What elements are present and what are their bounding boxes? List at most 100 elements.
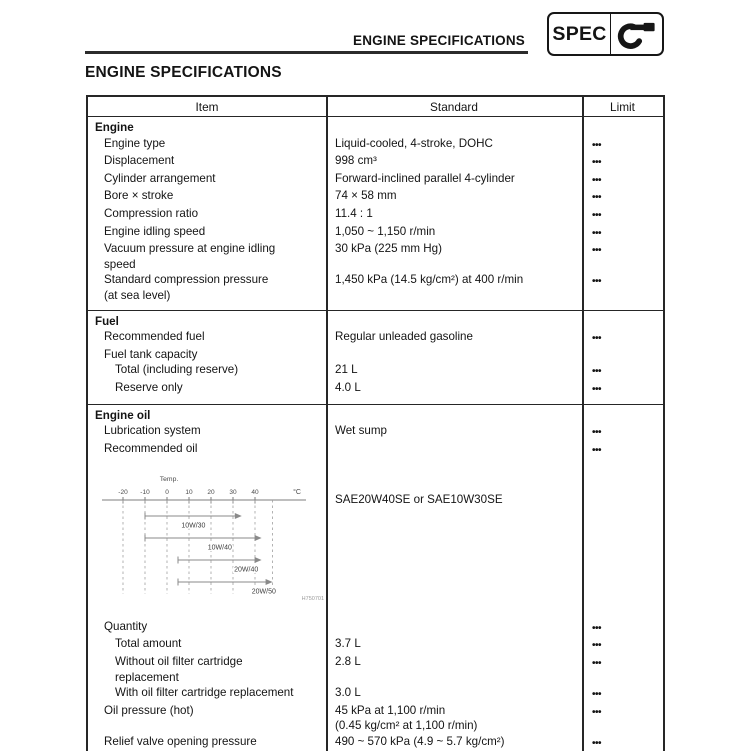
item-cell: Standard compression pressure (at sea le…: [104, 273, 269, 302]
limit-cell: •••: [592, 245, 602, 257]
item-cell: Compression ratio: [104, 206, 199, 220]
standard-cell: 3.0 L: [335, 686, 361, 700]
svg-text:10W/30: 10W/30: [181, 523, 205, 530]
standard-cell: Regular unleaded gasoline: [335, 330, 473, 344]
svg-text:H750701: H750701: [302, 596, 324, 602]
standard-cell: [326, 619, 582, 637]
standard-cell: 45 kPa at 1,100 r/min (0.45 kg/cm² at 1,…: [335, 703, 478, 733]
limit-cell: •••: [592, 689, 602, 701]
column-header-item: Item: [195, 99, 219, 114]
limit-cell: •••: [592, 174, 602, 186]
standard-cell: 490 ~ 570 kPa (4.9 ~ 5.7 kg/cm²): [335, 735, 505, 749]
standard-cell: Wet sump: [335, 424, 387, 438]
svg-text:10: 10: [185, 489, 193, 496]
standard-cell: SAE20W40SE or SAE10W30SE: [335, 493, 503, 507]
standard-cell: Forward-inclined parallel 4-cylinder: [335, 171, 515, 185]
standard-cell: [326, 408, 582, 424]
column-divider: [326, 97, 328, 751]
column-header-limit: Limit: [610, 99, 635, 114]
item-cell: Engine idling speed: [104, 224, 206, 238]
limit-cell: •••: [592, 192, 602, 204]
item-cell: Oil pressure (hot): [104, 703, 194, 717]
limit-cell: •••: [592, 139, 602, 151]
section-heading: Engine oil: [95, 408, 151, 422]
table-row: Total (including reserve) 21 L •••: [88, 362, 663, 380]
standard-cell: 2.8 L: [335, 655, 361, 669]
standard-cell: 1,050 ~ 1,150 r/min: [335, 224, 436, 238]
table-row: Relief valve opening pressure 490 ~ 570 k…: [88, 734, 663, 751]
standard-cell: [326, 314, 582, 330]
table-row: With oil filter cartridge replacement 3.0…: [88, 685, 663, 703]
limit-cell: [582, 120, 663, 136]
spec-badge-label: SPEC: [549, 14, 612, 54]
page-title: ENGINE SPECIFICATIONS: [85, 64, 282, 81]
column-divider: [582, 97, 584, 751]
section-heading-row: Fuel: [88, 314, 663, 330]
svg-text:20W/40: 20W/40: [234, 567, 258, 574]
section-heading: Fuel: [95, 314, 119, 328]
table-row: Compression ratio 11.4 : 1 •••: [88, 206, 663, 224]
item-cell: Cylinder arrangement: [104, 171, 216, 185]
item-cell: Total (including reserve): [115, 363, 239, 377]
running-header: ENGINE SPECIFICATIONS: [353, 33, 525, 48]
table-row: Without oil filter cartridge replacement…: [88, 654, 663, 685]
item-cell: Relief valve opening pressure: [104, 735, 257, 749]
table-row: Displacement 998 cm³ •••: [88, 153, 663, 171]
item-cell: Recommended fuel: [104, 330, 205, 344]
item-cell: Without oil filter cartridge replacement: [115, 655, 243, 684]
standard-cell: 21 L: [335, 363, 358, 377]
header-rule: [85, 51, 528, 54]
standard-cell: [326, 120, 582, 136]
svg-text:20: 20: [207, 489, 215, 496]
svg-text:°C: °C: [293, 488, 301, 496]
table-section: Fuel Recommended fuel Regular unleaded gas…: [88, 309, 663, 404]
limit-cell: •••: [592, 333, 602, 345]
table-row: Oil pressure (hot) 45 kPa at 1,100 r/min …: [88, 703, 663, 734]
table-row: Engine type Liquid-cooled, 4-stroke, DOHC…: [88, 136, 663, 154]
spec-table: Item Standard Limit Engine Engine type Liq…: [86, 95, 665, 751]
standard-cell: 998 cm³: [335, 154, 377, 168]
standard-cell: 11.4 : 1: [335, 206, 373, 220]
limit-cell: •••: [592, 227, 602, 239]
standard-cell: 1,450 kPa (14.5 kg/cm²) at 400 r/min: [335, 273, 524, 287]
table-row: Recommended oil •••: [88, 441, 663, 459]
table-row: -20 -10 0 10 20 30 40 Temp. °C 10W/30 10W/40 20W/40…: [88, 458, 663, 619]
limit-cell: •••: [592, 366, 602, 378]
table-row: Engine idling speed 1,050 ~ 1,150 r/min ••…: [88, 224, 663, 242]
table-row: Recommended fuel Regular unleaded gasolin…: [88, 329, 663, 347]
limit-cell: [582, 347, 663, 363]
limit-cell: •••: [592, 276, 602, 288]
limit-cell: [582, 458, 663, 619]
standard-cell: [326, 441, 582, 459]
table-row: Total amount 3.7 L •••: [88, 636, 663, 654]
standard-cell: 74 × 58 mm: [335, 189, 397, 203]
table-row: Vacuum pressure at engine idling speed 30…: [88, 241, 663, 272]
svg-text:-10: -10: [140, 489, 150, 496]
svg-text:30: 30: [229, 489, 237, 496]
standard-cell: 3.7 L: [335, 637, 361, 651]
spec-tab-badge: SPEC: [547, 12, 664, 56]
section-heading-row: Engine: [88, 120, 663, 136]
limit-cell: [582, 314, 663, 330]
table-section: Engine Engine type Liquid-cooled, 4-stroke…: [88, 117, 663, 310]
table-row: Bore × stroke 74 × 58 mm •••: [88, 188, 663, 206]
item-cell: Fuel tank capacity: [104, 347, 198, 361]
limit-cell: •••: [592, 706, 602, 718]
limit-cell: •••: [592, 427, 602, 439]
table-row: Fuel tank capacity: [88, 347, 663, 363]
item-cell: Reserve only: [115, 380, 183, 394]
svg-text:0: 0: [165, 489, 169, 496]
svg-text:-20: -20: [118, 489, 128, 496]
table-row: Quantity •••: [88, 619, 663, 637]
limit-cell: •••: [592, 658, 602, 670]
table-row: Lubrication system Wet sump •••: [88, 423, 663, 441]
standard-cell: 4.0 L: [335, 380, 361, 394]
item-cell: -20 -10 0 10 20 30 40 Temp. °C 10W/30 10W/40 20W/40…: [88, 458, 326, 619]
item-cell: With oil filter cartridge replacement: [115, 686, 294, 700]
svg-text:10W/40: 10W/40: [208, 545, 232, 552]
svg-text:Temp.: Temp.: [160, 476, 179, 483]
svg-text:40: 40: [251, 489, 259, 496]
column-header-standard: Standard: [430, 99, 478, 114]
standard-cell: 30 kPa (225 mm Hg): [335, 242, 442, 256]
